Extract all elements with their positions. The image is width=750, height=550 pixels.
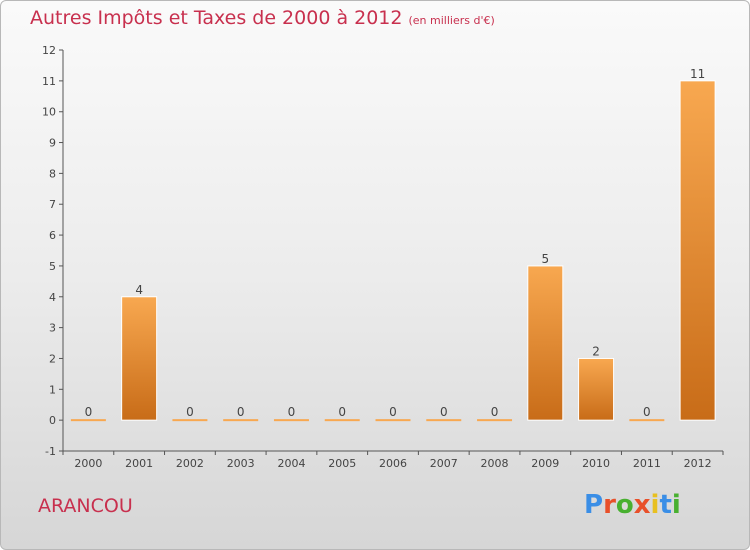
y-tick-label: 5 — [49, 260, 56, 273]
commune-name: ARANCOU — [38, 495, 133, 517]
chart-bars: 0 4 0 0 0 0 0 0 0 5 2 0 11 — [70, 67, 716, 422]
bar — [273, 419, 309, 422]
chart-unit: (en milliers d'€) — [408, 14, 495, 27]
x-tick-label: 2001 — [125, 457, 153, 470]
y-tick-label: -1 — [45, 445, 56, 458]
y-tick-label: 10 — [42, 106, 56, 119]
bar — [70, 419, 106, 422]
y-tick-label: 3 — [49, 322, 56, 335]
bar — [223, 419, 259, 422]
bar — [375, 419, 411, 422]
x-tick-label: 2010 — [582, 457, 610, 470]
bar-value-label: 0 — [338, 405, 346, 419]
logo-letter: t — [659, 490, 672, 520]
proxiti-logo[interactable]: Proxiti — [584, 490, 681, 520]
bar-value-label: 0 — [389, 405, 397, 419]
y-tick-label: 6 — [49, 229, 56, 242]
y-tick-label: 7 — [49, 198, 56, 211]
logo-letter: x — [633, 490, 651, 520]
bar-value-label: 0 — [186, 405, 194, 419]
y-tick-label: 8 — [49, 167, 56, 180]
x-tick-label: 2004 — [277, 457, 305, 470]
bar-value-label: 11 — [690, 67, 705, 81]
chart-title-text: Autres Impôts et Taxes de 2000 à 2012 — [30, 7, 403, 29]
x-tick-label: 2005 — [328, 457, 356, 470]
x-tick-label: 2007 — [430, 457, 458, 470]
bar-value-label: 0 — [288, 405, 296, 419]
x-tick-label: 2009 — [531, 457, 559, 470]
bar — [172, 419, 208, 422]
logo-letter: i — [671, 490, 681, 520]
y-tick-label: 1 — [49, 383, 56, 396]
bar — [426, 419, 462, 422]
bar — [477, 419, 513, 422]
y-tick-label: 9 — [49, 137, 56, 150]
bar-value-label: 0 — [491, 405, 499, 419]
bar — [324, 419, 360, 422]
chart-title: Autres Impôts et Taxes de 2000 à 2012 (en… — [30, 7, 495, 29]
bar-value-label: 0 — [85, 405, 93, 419]
bar-value-label: 0 — [237, 405, 245, 419]
bar — [121, 296, 158, 421]
y-tick-label: 0 — [49, 414, 56, 427]
x-tick-label: 2008 — [481, 457, 509, 470]
x-tick-label: 2002 — [176, 457, 204, 470]
x-tick-label: 2011 — [633, 457, 661, 470]
logo-letter: P — [584, 490, 604, 520]
bar-value-label: 0 — [643, 405, 651, 419]
bar-value-label: 2 — [592, 344, 600, 358]
bar — [679, 80, 716, 421]
x-tick-label: 2000 — [74, 457, 102, 470]
bar-value-label: 5 — [541, 252, 549, 266]
y-tick-label: 4 — [49, 291, 56, 304]
x-tick-label: 2003 — [227, 457, 255, 470]
bar — [527, 265, 564, 421]
bar — [578, 357, 615, 421]
x-tick-label: 2006 — [379, 457, 407, 470]
y-tick-label: 11 — [42, 75, 56, 88]
x-tick-label: 2012 — [684, 457, 712, 470]
logo-letter: i — [650, 490, 660, 520]
bar — [629, 419, 665, 422]
logo-letter: o — [615, 490, 634, 520]
bar-value-label: 4 — [135, 283, 143, 297]
bar-value-label: 0 — [440, 405, 448, 419]
logo-letter: r — [603, 490, 616, 520]
y-tick-label: 12 — [42, 44, 56, 57]
y-tick-label: 2 — [49, 352, 56, 365]
